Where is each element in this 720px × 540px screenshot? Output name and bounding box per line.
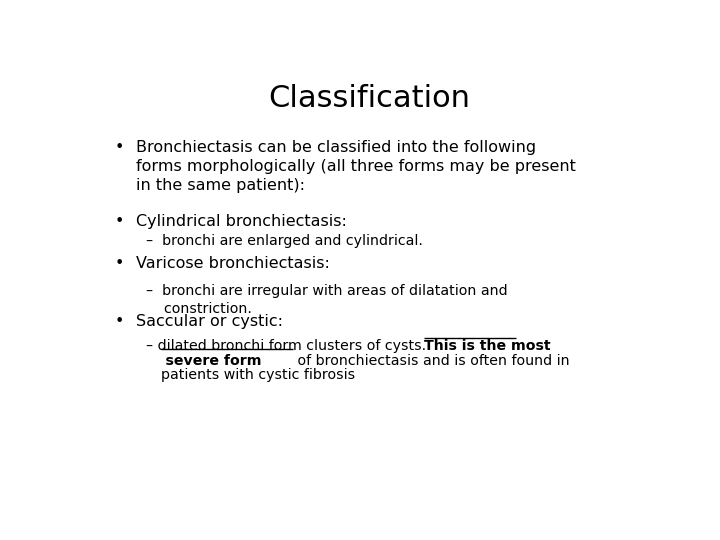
Text: Varicose bronchiectasis:: Varicose bronchiectasis: xyxy=(136,256,330,271)
Text: –  bronchi are irregular with areas of dilatation and
    constriction.: – bronchi are irregular with areas of di… xyxy=(145,285,508,316)
Text: –  bronchi are enlarged and cylindrical.: – bronchi are enlarged and cylindrical. xyxy=(145,234,423,248)
Text: •: • xyxy=(115,314,125,329)
Text: Classification: Classification xyxy=(268,84,470,112)
Text: severe form: severe form xyxy=(145,354,261,368)
Text: of bronchiectasis and is often found in: of bronchiectasis and is often found in xyxy=(292,354,569,368)
Text: Saccular or cystic:: Saccular or cystic: xyxy=(136,314,283,329)
Text: •: • xyxy=(115,256,125,271)
Text: •: • xyxy=(115,214,125,230)
Text: patients with cystic fibrosis: patients with cystic fibrosis xyxy=(161,368,355,382)
Text: •: • xyxy=(115,140,125,154)
Text: Bronchiectasis can be classified into the following
forms morphologically (all t: Bronchiectasis can be classified into th… xyxy=(136,140,575,193)
Text: This is the most: This is the most xyxy=(423,339,550,353)
Text: – dilated bronchi form clusters of cysts.: – dilated bronchi form clusters of cysts… xyxy=(145,339,431,353)
Text: Cylindrical bronchiectasis:: Cylindrical bronchiectasis: xyxy=(136,214,346,230)
